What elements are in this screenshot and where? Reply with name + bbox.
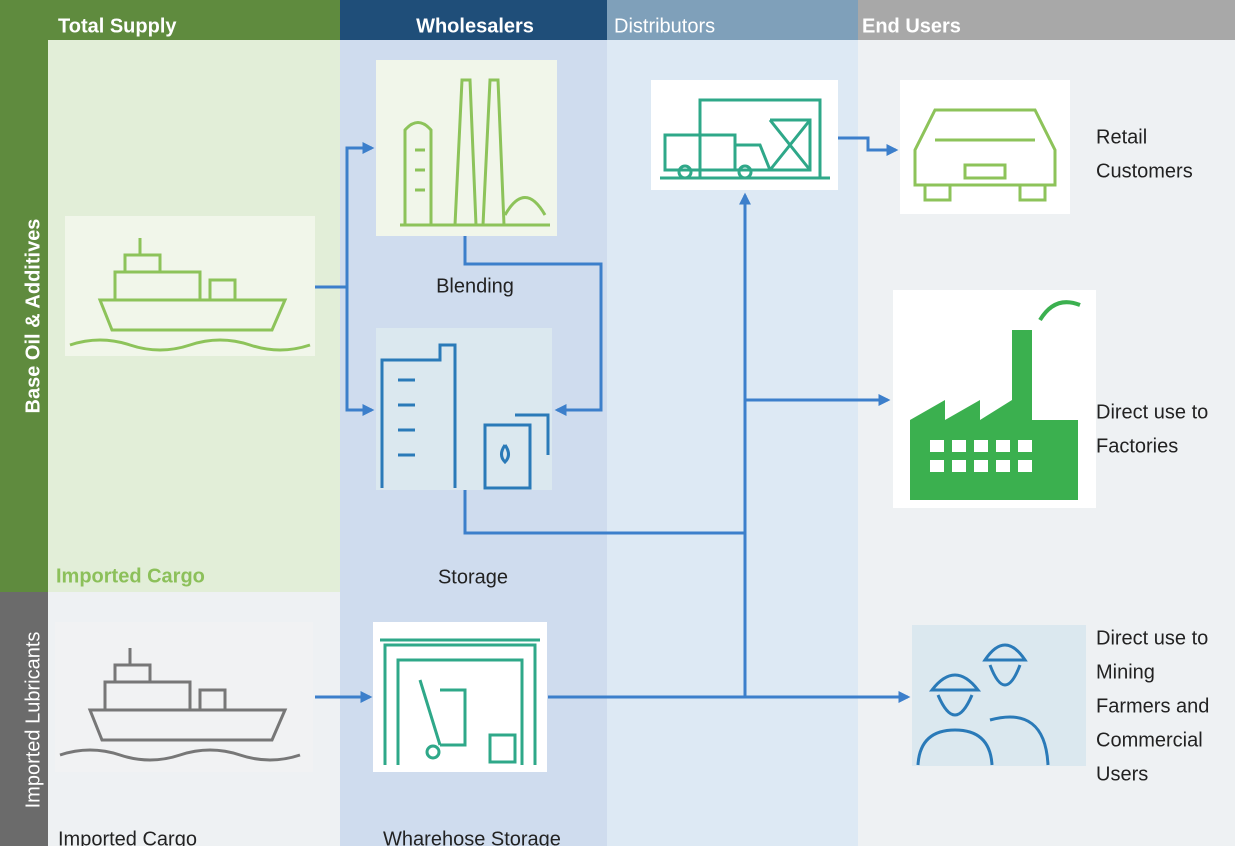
node-label: Imported Cargo: [56, 565, 205, 587]
blending-icon: [376, 60, 557, 236]
node-label: Factories: [1096, 435, 1178, 457]
warehouse-icon: [373, 622, 547, 772]
node-label: Imported Cargo: [58, 828, 197, 846]
ship-icon: [65, 216, 315, 356]
row-title: Base Oil & Additives: [22, 219, 44, 414]
column-title: Distributors: [614, 15, 715, 37]
car-icon: [900, 80, 1070, 214]
workers-icon: [912, 625, 1086, 766]
column-title: Total Supply: [58, 15, 177, 37]
node-label: Wharehose Storage: [383, 828, 561, 846]
node-label: Blending: [436, 275, 514, 297]
row-title: Imported Lubricants: [22, 632, 44, 809]
ship-icon-gray: [55, 622, 313, 772]
factory-icon: [893, 290, 1096, 508]
node-label: Customers: [1096, 160, 1193, 182]
column-title: End Users: [862, 15, 961, 37]
truck-icon: [651, 80, 838, 190]
node-label: Retail: [1096, 126, 1147, 148]
storage-icon: [376, 328, 552, 490]
node-label: Farmers and: [1096, 695, 1209, 717]
node-label: Direct use to: [1096, 401, 1208, 423]
node-label: Direct use to: [1096, 627, 1208, 649]
node-label: Users: [1096, 763, 1148, 785]
page: Total Supply Wholesalers Distributors En…: [0, 0, 1235, 846]
node-label: Storage: [438, 566, 508, 588]
column-title: Wholesalers: [416, 15, 534, 37]
node-label: Commercial: [1096, 729, 1203, 751]
diagram: Total Supply Wholesalers Distributors En…: [0, 0, 1235, 846]
node-label: Mining: [1096, 661, 1155, 683]
